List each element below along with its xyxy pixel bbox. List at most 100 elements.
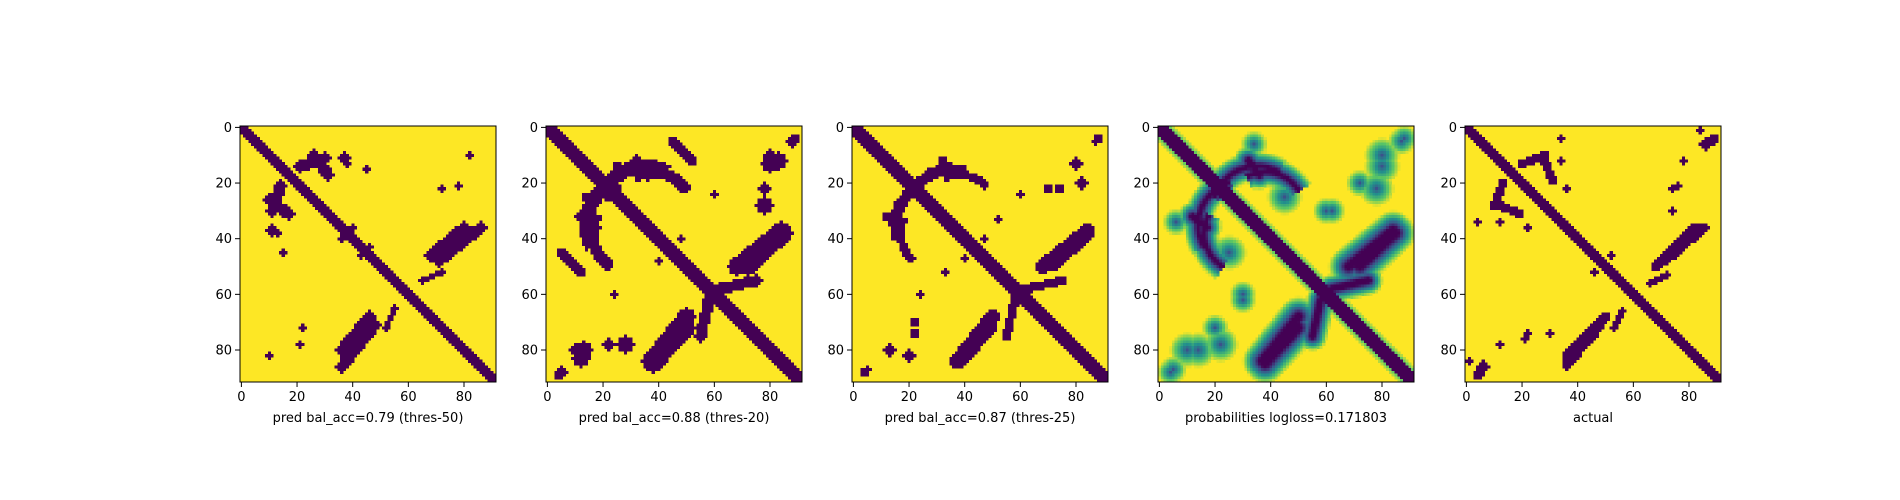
heatmap-cell (1199, 190, 1203, 194)
heatmap-cell (1375, 170, 1379, 174)
heatmap-cell (1288, 206, 1292, 210)
heatmap-cell (1252, 298, 1256, 302)
heatmap-cell (1286, 242, 1290, 246)
heatmap-cell (1400, 134, 1404, 138)
heatmap-cell (1269, 223, 1273, 227)
heatmap-cell (548, 137, 569, 141)
heatmap-cell (1308, 318, 1312, 322)
heatmap-cell (957, 240, 978, 244)
heatmap-cell (1355, 251, 1359, 255)
heatmap-cell (1171, 153, 1175, 157)
heatmap-cell (451, 343, 466, 347)
heatmap-cell (1196, 220, 1203, 224)
heatmap-cell (1388, 184, 1393, 188)
heatmap-cell (1305, 306, 1309, 310)
heatmap-cell (1177, 365, 1181, 369)
heatmap-cell (1361, 234, 1365, 238)
heatmap-cell (1400, 142, 1404, 146)
heatmap-cell (1375, 262, 1379, 266)
heatmap-cell (1269, 173, 1273, 177)
heatmap-cell (1361, 273, 1365, 277)
heatmap-cell (1294, 167, 1298, 171)
heatmap-cell (1338, 206, 1342, 210)
heatmap-cell (1283, 167, 1287, 171)
heatmap-cell (1615, 281, 1630, 285)
heatmap-cell (1313, 301, 1317, 305)
heatmap-cell (1386, 217, 1390, 221)
heatmap-cell (1280, 312, 1284, 316)
heatmap-cell (1408, 220, 1412, 224)
heatmap-cell (1210, 340, 1214, 344)
heatmap-cell (1174, 128, 1178, 132)
heatmap-cell (1366, 162, 1370, 166)
heatmap-cell (287, 217, 291, 221)
heatmap-cell (1216, 337, 1220, 341)
heatmap-cell (1263, 376, 1267, 380)
heatmap-cell (1249, 231, 1253, 235)
heatmap-cell (1205, 256, 1209, 260)
heatmap-cell (1210, 234, 1214, 238)
heatmap-cell (1274, 164, 1278, 169)
heatmap-cell (927, 167, 967, 171)
heatmap-cell (1196, 356, 1201, 361)
heatmap-cell (701, 309, 714, 313)
heatmap-cell (1358, 284, 1362, 288)
heatmap-cell (1227, 170, 1231, 174)
heatmap-cell (1375, 173, 1379, 177)
heatmap-cell (1244, 181, 1248, 185)
heatmap-cell (1333, 198, 1337, 202)
heatmap-cell (1288, 312, 1292, 316)
heatmap-cell (1283, 359, 1287, 363)
heatmap-cell (1247, 292, 1251, 297)
heatmap-cell (1202, 251, 1206, 255)
heatmap-cell (390, 281, 405, 285)
heatmap-cell (276, 234, 280, 238)
x-tick-label: 20 (1207, 390, 1224, 405)
heatmap-cell (1498, 178, 1508, 182)
heatmap-cell (1213, 203, 1217, 207)
heatmap-cell (1255, 354, 1259, 358)
heatmap-cell (265, 195, 283, 199)
heatmap-cell (1196, 351, 1201, 355)
heatmap-cell (557, 248, 566, 252)
heatmap-cell (1227, 267, 1231, 271)
heatmap-cell (1383, 187, 1387, 191)
heatmap-cell (1498, 184, 1508, 188)
heatmap-cell (1169, 215, 1173, 219)
heatmap-cell (1260, 237, 1281, 241)
heatmap-cell (1347, 240, 1351, 244)
x-tick-label: 0 (237, 390, 245, 405)
heatmap-cell (1361, 251, 1381, 255)
heatmap-cell (1313, 295, 1317, 299)
heatmap-cell (1341, 262, 1345, 266)
heatmap-cell (1352, 334, 1356, 338)
heatmap-cell (1400, 126, 1404, 130)
heatmap-cell (1185, 334, 1189, 338)
heatmap-cell (1041, 323, 1061, 327)
heatmap-cell (935, 164, 967, 169)
heatmap-cell (1272, 326, 1276, 330)
heatmap-cell (1260, 178, 1265, 182)
heatmap-cell (1363, 190, 1367, 194)
heatmap-cell (565, 153, 586, 157)
heatmap-cell (1241, 223, 1245, 227)
heatmap-cell (1333, 203, 1337, 207)
heatmap-cell (1294, 190, 1298, 194)
heatmap-cell (1166, 228, 1170, 233)
heatmap-cell (1224, 320, 1228, 324)
heatmap-cell (910, 320, 920, 324)
heatmap-cell (1230, 304, 1234, 308)
heatmap-cell (1394, 348, 1398, 352)
heatmap-cell (1388, 162, 1393, 166)
heatmap-cell (893, 203, 908, 207)
heatmap-cell (1288, 354, 1292, 358)
heatmap-cell (1388, 254, 1393, 258)
heatmap-cell (1338, 254, 1342, 258)
heatmap-cell (623, 212, 644, 216)
heatmap-cell (1333, 262, 1337, 266)
heatmap-cell (298, 345, 302, 349)
heatmap-cell (284, 176, 299, 180)
heatmap-cell (1227, 162, 1231, 166)
heatmap-cell (1219, 220, 1223, 224)
